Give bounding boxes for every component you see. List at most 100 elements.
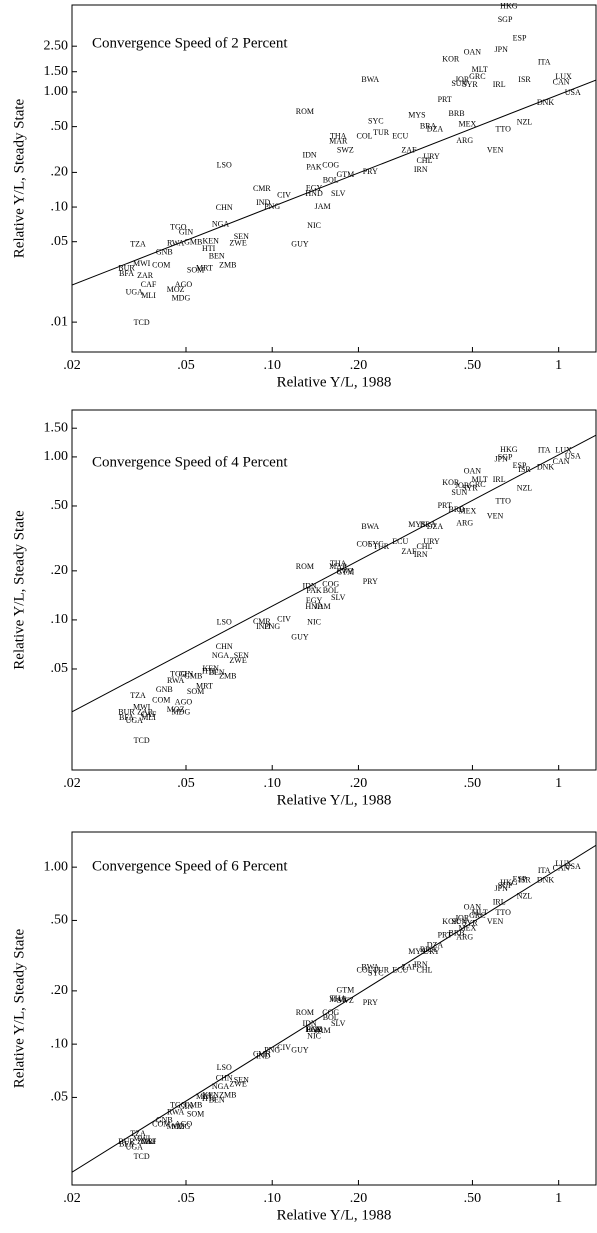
country-point: SWZ — [337, 996, 354, 1005]
y-axis-title: Relative Y/L, Steady State — [11, 98, 27, 258]
country-point: LUX — [555, 859, 572, 868]
country-point: PRY — [363, 998, 378, 1007]
country-point: SYR — [462, 483, 478, 492]
country-point: TGO — [170, 670, 187, 679]
country-point: PAK — [306, 586, 321, 595]
country-point: GNB — [156, 248, 173, 257]
x-axis-title: Relative Y/L, 1988 — [277, 1207, 392, 1223]
country-point: PRT — [438, 931, 452, 940]
country-point: ARG — [456, 518, 473, 527]
country-point: CHL — [416, 542, 432, 551]
country-point: SLV — [331, 189, 346, 198]
country-point: BRB — [449, 109, 465, 118]
country-point: ARG — [456, 932, 473, 941]
country-point: HND — [305, 1025, 323, 1034]
fit-line — [72, 79, 596, 286]
country-point: ISR — [518, 75, 531, 84]
country-point: COG — [322, 579, 339, 588]
country-point: MLT — [472, 65, 488, 74]
country-point: USA — [565, 862, 581, 871]
country-point: ROM — [296, 107, 314, 116]
country-point: LSO — [217, 1063, 232, 1072]
country-point: CAF — [141, 710, 157, 719]
country-point: BOL — [323, 1013, 339, 1022]
country-point: IND — [256, 622, 270, 631]
x-tick-label: .10 — [263, 776, 281, 791]
country-point: JOR — [455, 75, 470, 84]
country-point: ZWE — [229, 656, 246, 665]
country-point: DNK — [537, 462, 555, 471]
country-point: COM — [152, 1120, 170, 1129]
country-point: MOZ — [167, 285, 185, 294]
country-point: COG — [322, 160, 339, 169]
chart-title: Convergence Speed of 2 Percent — [92, 35, 288, 51]
country-point: BFA — [119, 1140, 134, 1149]
country-point: MEX — [458, 923, 476, 932]
country-point: HND — [305, 189, 323, 198]
country-point: BEN — [209, 252, 225, 261]
country-point: BWA — [361, 75, 379, 84]
country-point: OAN — [464, 467, 482, 476]
y-tick-label: .50 — [51, 119, 69, 134]
country-point: ZAR — [137, 1137, 154, 1146]
y-tick-label: .01 — [51, 314, 69, 329]
country-point: VEN — [487, 511, 504, 520]
x-tick-label: .05 — [177, 1191, 195, 1206]
x-tick-label: 1 — [555, 776, 562, 791]
country-point: TCD — [134, 1152, 150, 1161]
country-point: JOR — [455, 914, 470, 923]
country-point: IDN — [302, 581, 316, 590]
country-point: SOM — [187, 1109, 204, 1118]
country-point: COM — [152, 695, 170, 704]
country-point: GRC — [469, 911, 485, 920]
country-point: GRC — [469, 72, 485, 81]
country-point: ESP — [513, 34, 527, 43]
country-point: URY — [423, 152, 440, 161]
country-point: ITA — [538, 866, 551, 875]
country-point: CMR — [253, 184, 271, 193]
country-point: SGP — [498, 15, 513, 24]
country-point: ROM — [296, 1008, 314, 1017]
country-point: HKG — [500, 878, 518, 887]
country-point: GTM — [336, 567, 354, 576]
x-tick-label: .02 — [63, 776, 81, 791]
country-point: EGY — [306, 183, 323, 192]
country-point: BOL — [323, 586, 339, 595]
country-point: ESP — [513, 874, 527, 883]
country-point: GRC — [469, 480, 485, 489]
country-point: JPN — [495, 455, 509, 464]
country-point: BFA — [119, 713, 134, 722]
country-point: TUR — [373, 542, 390, 551]
country-point: TZA — [130, 240, 146, 249]
country-point: CHN — [216, 642, 233, 651]
country-point: TTO — [495, 908, 511, 917]
country-point: BRA — [420, 520, 437, 529]
country-point: SEN — [234, 232, 249, 241]
country-point: GTM — [336, 986, 354, 995]
x-tick-label: .20 — [350, 1191, 368, 1206]
country-point: ZAF — [401, 547, 417, 556]
y-tick-label: .05 — [51, 234, 69, 249]
country-point: HND — [305, 602, 323, 611]
y-tick-label: 1.00 — [44, 84, 69, 99]
country-point: GUY — [291, 1045, 309, 1054]
country-point: USA — [565, 452, 581, 461]
x-tick-label: .02 — [63, 358, 81, 373]
country-point: URY — [423, 537, 440, 546]
country-point: ZAR — [137, 271, 154, 280]
country-point: UGA — [126, 1143, 144, 1152]
country-point: JAM — [315, 602, 331, 611]
country-point: NIC — [307, 1032, 321, 1041]
country-point: BRB — [449, 929, 465, 938]
country-point: SYR — [462, 80, 478, 89]
country-point: CHN — [216, 203, 233, 212]
country-point: SGP — [498, 452, 513, 461]
country-point: DNK — [537, 98, 555, 107]
x-axis-title: Relative Y/L, 1988 — [277, 792, 392, 808]
x-tick-label: .10 — [263, 1191, 281, 1206]
plot-frame — [71, 831, 597, 1186]
country-point: KEN — [203, 1091, 220, 1100]
country-point: JPN — [495, 45, 509, 54]
y-tick-label: 1.00 — [44, 449, 69, 464]
